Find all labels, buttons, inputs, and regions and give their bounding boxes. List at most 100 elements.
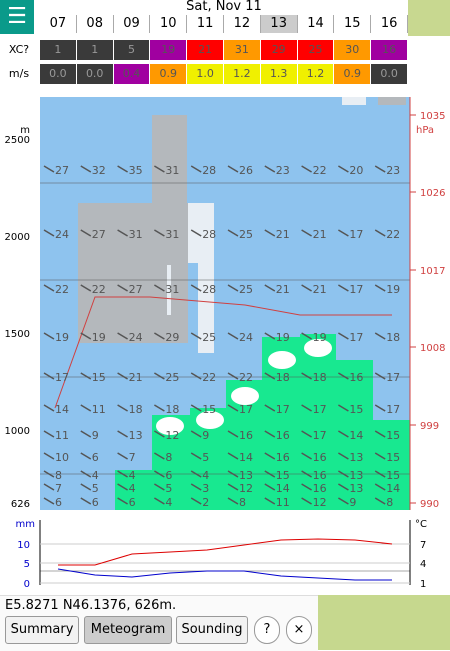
climb-value: 1.0	[187, 64, 223, 84]
wind-arrow	[301, 332, 312, 340]
wind-speed: 22	[313, 164, 327, 177]
wind-speed: 23	[386, 164, 400, 177]
wind-speed: 3	[202, 482, 209, 495]
wind-speed: 31	[165, 228, 179, 241]
cloud	[378, 97, 406, 105]
wind-arrow	[264, 483, 276, 491]
wind-arrow	[264, 332, 276, 340]
wind-speed: 16	[313, 469, 327, 482]
altitude-tick: 1000	[5, 426, 30, 437]
temp-unit: °C	[415, 519, 427, 530]
wind-speed: 9	[92, 429, 99, 442]
wind-speed: 21	[276, 228, 290, 241]
wind-arrow	[227, 497, 239, 505]
meteogram-button[interactable]: Meteogram	[84, 616, 172, 644]
hour: 13	[260, 15, 298, 33]
help-button[interactable]: ?	[254, 616, 280, 644]
wind-speed: 11	[92, 403, 106, 416]
hour: 09	[113, 15, 151, 33]
wind-speed: 17	[313, 403, 327, 416]
wind-arrow	[374, 372, 386, 380]
wind-arrow	[227, 452, 239, 460]
wind-speed: 6	[129, 496, 136, 509]
wind-arrow	[338, 430, 349, 438]
wind-speed: 7	[55, 482, 62, 495]
wind-speed: 21	[276, 283, 290, 296]
pressure-tick: 990	[420, 499, 439, 510]
hour: 14	[297, 15, 335, 33]
temp-tick: 1	[420, 579, 426, 590]
menu-button[interactable]: ☰	[0, 0, 34, 34]
wind-speed: 17	[313, 429, 327, 442]
wind-speed: 25	[239, 283, 253, 296]
summary-button[interactable]: Summary	[5, 616, 79, 644]
wind-arrow	[190, 470, 202, 478]
wind-arrow	[190, 332, 202, 340]
wind-speed: 27	[92, 228, 106, 241]
wind-arrow	[43, 452, 55, 460]
pressure-tick: 1017	[420, 266, 445, 277]
sounding-button[interactable]: Sounding	[176, 616, 248, 644]
wind-speed: 16	[276, 429, 290, 442]
wind-speed: 15	[386, 429, 400, 442]
wind-arrow	[117, 404, 128, 412]
pressure-tick: 1035	[420, 111, 445, 122]
hour: 15	[334, 15, 372, 33]
wind-arrow	[154, 284, 165, 292]
climb-value: 1.2	[224, 64, 260, 84]
wind-arrow	[227, 229, 239, 237]
wind-speed: 9	[202, 429, 209, 442]
wind-speed: 25	[202, 331, 216, 344]
wind-speed: 15	[202, 403, 216, 416]
hour: 16	[371, 15, 408, 33]
wind-arrow	[43, 165, 55, 173]
wind-arrow	[80, 165, 92, 173]
wind-speed: 2	[202, 496, 209, 509]
wind-speed: 16	[239, 429, 253, 442]
wind-arrow	[338, 229, 349, 237]
xc-value: 31	[224, 40, 260, 60]
wind-arrow	[43, 404, 55, 412]
wind-speed: 11	[276, 496, 290, 509]
temp-tick: 7	[420, 540, 426, 551]
wind-speed: 17	[276, 403, 290, 416]
wind-arrow	[154, 404, 165, 412]
wind-arrow	[43, 229, 55, 237]
wind-speed: 26	[239, 164, 253, 177]
wind-arrow	[227, 430, 239, 438]
temperature-profile	[54, 296, 392, 409]
wind-speed: 27	[55, 164, 69, 177]
wind-arrow	[264, 284, 276, 292]
temp-tick: 4	[420, 559, 426, 570]
meteogram: 2500200015001000626m10351026101710089999…	[5, 97, 445, 590]
wind-arrow	[43, 483, 55, 491]
wind-speed: 17	[239, 403, 253, 416]
wind-speed: 18	[276, 371, 290, 384]
wind-arrow	[190, 430, 202, 438]
wind-arrow	[154, 452, 165, 460]
climb-value: 0.0	[76, 64, 113, 84]
wind-speed: 14	[55, 403, 69, 416]
wind-speed: 16	[349, 371, 363, 384]
wind-arrow	[117, 165, 128, 173]
wind-speed: 14	[349, 429, 363, 442]
hour: 10	[150, 15, 188, 33]
close-button[interactable]: ×	[286, 616, 312, 644]
wind-arrow	[190, 372, 202, 380]
wind-speed: 4	[129, 482, 136, 495]
wind-arrow	[227, 470, 239, 478]
wind-speed: 22	[202, 371, 216, 384]
wind-arrow	[43, 332, 55, 340]
wind-speed: 21	[313, 283, 327, 296]
wind-arrow	[190, 404, 202, 412]
temperature-line	[58, 538, 393, 566]
cloud	[167, 265, 171, 315]
wind-arrow	[227, 165, 239, 173]
wind-arrow	[190, 165, 202, 173]
wind-arrow	[190, 497, 202, 505]
wind-speed: 28	[202, 228, 216, 241]
climb-value: 0.9	[150, 64, 187, 84]
wind-arrow	[301, 470, 312, 478]
xc-value: 16	[371, 40, 407, 60]
wind-speed: 4	[202, 469, 209, 482]
